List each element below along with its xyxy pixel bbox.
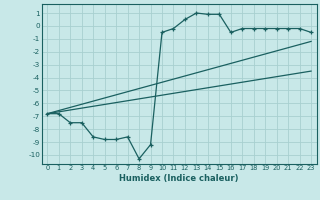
X-axis label: Humidex (Indice chaleur): Humidex (Indice chaleur) [119,174,239,183]
